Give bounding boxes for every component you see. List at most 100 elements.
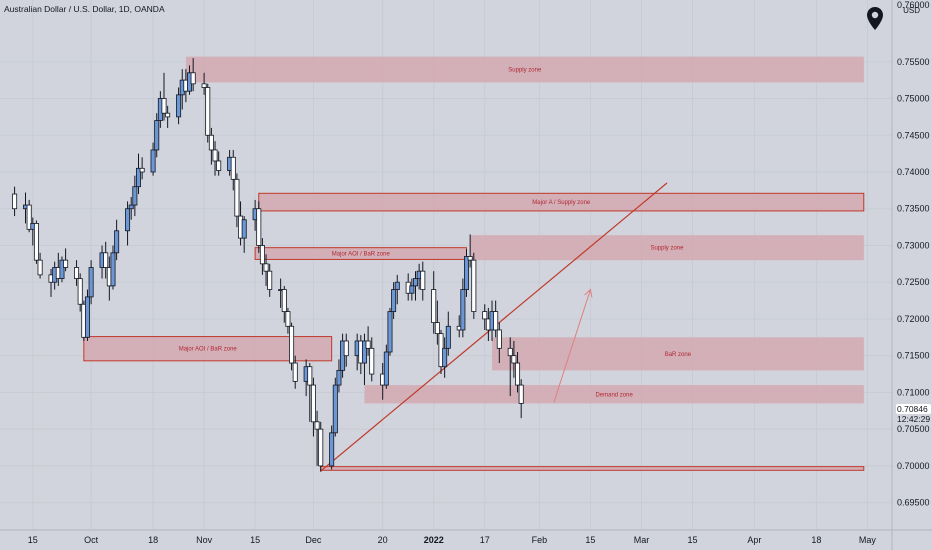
zone-rect[interactable] (470, 235, 864, 261)
candle-body[interactable] (285, 311, 291, 327)
zone-label: Major AOI / BaR zone (332, 252, 391, 258)
candle-body[interactable] (234, 178, 240, 217)
candle-body[interactable] (332, 384, 338, 434)
candle-body[interactable] (445, 325, 451, 349)
candle-body[interactable] (103, 252, 109, 268)
candle-body[interactable] (256, 208, 262, 246)
y-axis-tick-label: 0.69500 (897, 498, 930, 508)
candle-body[interactable] (343, 340, 349, 357)
candle-body[interactable] (77, 278, 83, 305)
candle-body[interactable] (507, 347, 513, 357)
candle-body[interactable] (267, 270, 273, 290)
candle-body[interactable] (307, 366, 313, 386)
candle-body[interactable] (201, 83, 207, 88)
candle-body[interactable] (26, 204, 32, 230)
candle-body[interactable] (361, 340, 367, 364)
x-axis-tick-label: 17 (480, 535, 490, 545)
candle-body[interactable] (110, 252, 116, 287)
candle-body[interactable] (369, 347, 375, 375)
candle-body[interactable] (154, 120, 160, 151)
candle-body[interactable] (482, 311, 488, 320)
zone-rect[interactable] (320, 466, 865, 471)
candle-body[interactable] (37, 259, 43, 276)
candle-body[interactable] (467, 256, 473, 261)
candle-body[interactable] (241, 219, 247, 239)
x-axis-tick-label: 2022 (424, 535, 444, 545)
candle-body[interactable] (88, 267, 94, 298)
candle-body[interactable] (318, 428, 324, 467)
candle-body[interactable] (208, 134, 214, 151)
candle-body[interactable] (391, 289, 397, 312)
candle-body[interactable] (383, 351, 389, 386)
y-axis-tick-label: 0.71000 (897, 387, 930, 397)
zone-rect[interactable] (492, 337, 864, 371)
x-axis-tick-label: 15 (28, 535, 38, 545)
candle-body[interactable] (135, 167, 141, 188)
candle-body[interactable] (511, 355, 517, 364)
candle-body[interactable] (128, 204, 134, 210)
candle-body[interactable] (329, 432, 335, 467)
candle-body[interactable] (409, 285, 415, 294)
candle-body[interactable] (493, 311, 499, 331)
candle-body[interactable] (74, 267, 80, 279)
candle-body[interactable] (471, 259, 477, 312)
x-axis-tick-label: May (859, 535, 877, 545)
x-axis-tick-label: Oct (84, 535, 99, 545)
currency-label[interactable]: USD (903, 6, 920, 15)
zones-layer[interactable] (83, 56, 865, 471)
candle-body[interactable] (442, 347, 448, 368)
projection-arrow-head (584, 288, 593, 298)
candle-body[interactable] (176, 94, 182, 118)
candle-body[interactable] (212, 149, 218, 162)
candle-body[interactable] (281, 289, 287, 312)
candle-body[interactable] (165, 112, 171, 118)
candle-body[interactable] (412, 278, 418, 287)
candle-body[interactable] (460, 289, 466, 331)
candle-body[interactable] (84, 296, 90, 338)
candle-body[interactable] (515, 362, 521, 386)
candle-body[interactable] (59, 259, 65, 279)
candle-body[interactable] (394, 281, 400, 290)
candle-body[interactable] (150, 149, 156, 173)
candle-body[interactable] (139, 167, 145, 173)
candle-body[interactable] (33, 223, 39, 261)
candle-body[interactable] (161, 98, 167, 114)
candle-body[interactable] (263, 263, 269, 272)
candle-body[interactable] (434, 322, 440, 335)
candle-body[interactable] (114, 230, 120, 254)
candle-body[interactable] (431, 289, 437, 324)
x-axis-tick-label: Feb (532, 535, 548, 545)
candle-body[interactable] (12, 193, 18, 210)
candle-body[interactable] (230, 156, 236, 180)
candle-body[interactable] (310, 384, 316, 423)
projection-arrow[interactable] (553, 289, 591, 403)
x-axis-tick-label: Apr (747, 535, 761, 545)
candle-body[interactable] (387, 311, 393, 353)
zone-rect[interactable] (364, 385, 864, 404)
candle-body[interactable] (132, 186, 138, 206)
symbol-title[interactable]: Australian Dollar / U.S. Dollar, 1D, OAN… (4, 4, 165, 14)
candle-body[interactable] (365, 340, 371, 349)
candle-body[interactable] (259, 245, 265, 265)
candles-layer[interactable] (12, 58, 524, 472)
candle-body[interactable] (63, 259, 69, 268)
candle-body[interactable] (190, 72, 196, 85)
candle-body[interactable] (289, 325, 295, 364)
candle-body[interactable] (464, 256, 470, 290)
candle-body[interactable] (205, 87, 211, 136)
candle-body[interactable] (518, 384, 524, 404)
candle-body[interactable] (314, 421, 320, 430)
zone-label: BaR zone (665, 352, 692, 358)
map-pin-icon[interactable] (866, 6, 884, 32)
candle-body[interactable] (292, 362, 298, 382)
candle-body[interactable] (125, 208, 131, 232)
zone-label: Demand zone (595, 392, 633, 398)
candle-body[interactable] (496, 329, 502, 349)
zone-rect[interactable] (185, 56, 864, 83)
candle-body[interactable] (420, 270, 426, 290)
candle-body[interactable] (216, 160, 222, 171)
candle-body[interactable] (336, 369, 342, 386)
